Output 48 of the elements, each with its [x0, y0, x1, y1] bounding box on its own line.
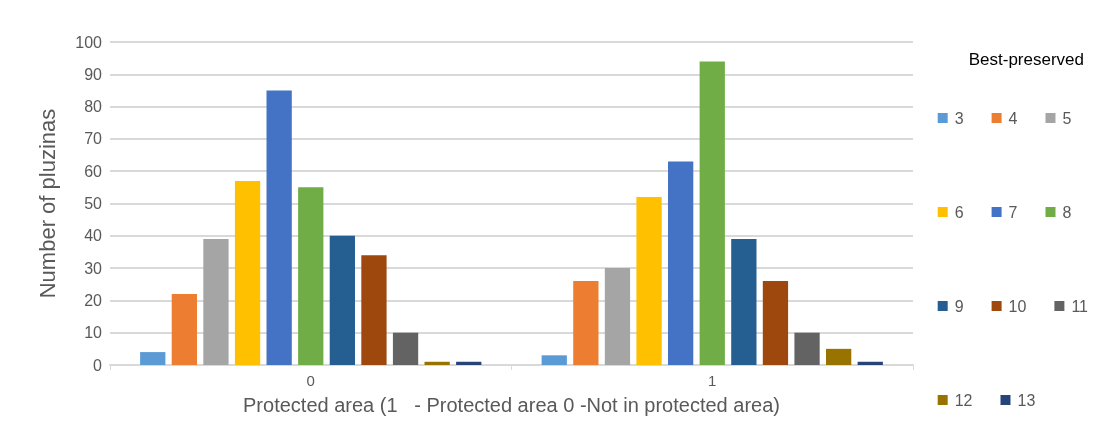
y-tick-label: 30 — [84, 259, 103, 277]
legend-label: 7 — [1008, 203, 1018, 221]
x-tick-label: 1 — [708, 372, 717, 389]
bar — [329, 235, 355, 365]
y-axis-title: Number of pluzinas — [34, 108, 60, 299]
bar — [361, 255, 387, 365]
bar — [794, 332, 820, 365]
bar — [668, 161, 694, 365]
legend-label: 11 — [1071, 297, 1089, 315]
y-tick-label: 70 — [84, 130, 103, 148]
bar — [857, 361, 883, 365]
bar — [203, 239, 229, 365]
legend-label: 10 — [1008, 297, 1027, 315]
bar — [424, 361, 450, 365]
legend-label: 3 — [954, 109, 964, 127]
bar — [392, 332, 419, 365]
bar — [298, 187, 324, 365]
y-tick-label: 10 — [84, 324, 103, 342]
bar — [762, 281, 789, 365]
bar — [140, 352, 166, 365]
y-tick-label: 20 — [84, 291, 103, 309]
bar — [699, 61, 725, 365]
legend-label: 9 — [954, 297, 964, 315]
bar — [456, 361, 482, 365]
y-tick-label: 50 — [84, 195, 103, 212]
legend-title: Best-preserved — [968, 50, 1085, 69]
legend-label: 8 — [1062, 203, 1072, 221]
bar — [604, 268, 631, 365]
bar — [636, 197, 662, 365]
legend-label: 12 — [954, 391, 973, 409]
bar — [266, 90, 292, 365]
bar — [731, 239, 757, 365]
bar — [171, 293, 197, 365]
bar — [573, 281, 599, 365]
legend-label: 6 — [954, 203, 964, 221]
bar — [234, 180, 261, 365]
y-tick-label: 90 — [84, 65, 103, 83]
legend-label: 4 — [1008, 109, 1018, 127]
y-tick-label: 100 — [75, 33, 103, 51]
y-tick-label: 0 — [93, 356, 103, 374]
y-tick-label: 40 — [84, 227, 103, 245]
legend-label: 13 — [1017, 391, 1036, 409]
bar — [541, 355, 567, 365]
bar — [826, 348, 852, 365]
y-tick-label: 80 — [84, 98, 103, 116]
y-tick-label: 60 — [84, 162, 103, 180]
x-axis-title: Protected area (1 - Protected area 0 -Not in protected area) — [243, 394, 780, 416]
legend-label: 5 — [1062, 109, 1072, 127]
